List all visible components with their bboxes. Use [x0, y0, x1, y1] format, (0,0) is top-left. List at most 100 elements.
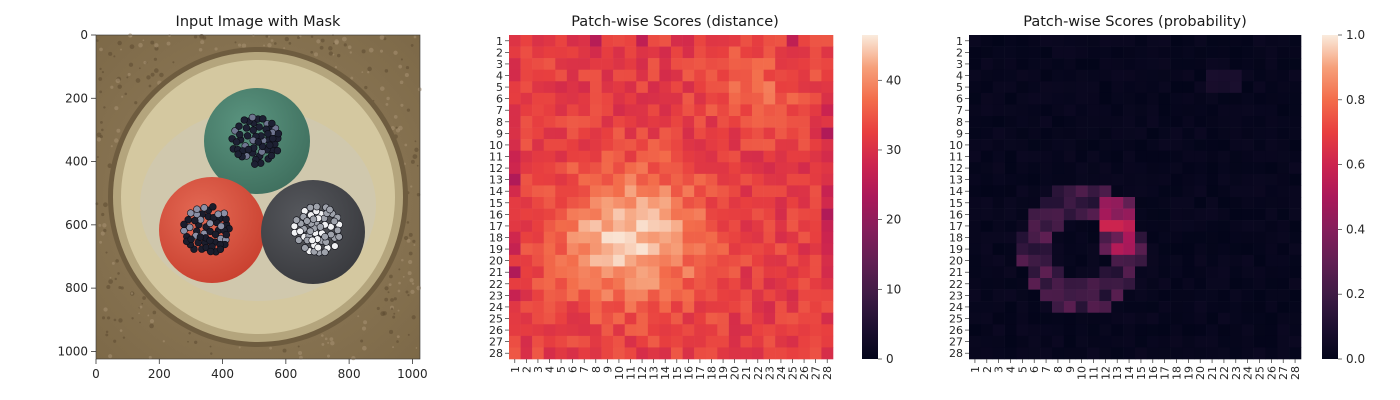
texture-speck [194, 340, 198, 344]
texture-speck [113, 55, 116, 58]
heatmap-cell [821, 173, 834, 186]
heatmap-cell [636, 254, 649, 267]
heatmap-cell [728, 254, 741, 267]
heatmap-cell [1087, 312, 1100, 325]
heatmap-cell [1052, 335, 1065, 348]
texture-speck [396, 335, 400, 339]
heatmap-cell [980, 312, 994, 325]
heatmap-cell [992, 104, 1005, 117]
heatmap-cell [520, 278, 533, 290]
heatmap-cell [1182, 92, 1195, 105]
heatmap-cell [624, 150, 637, 163]
heatmap-cell [786, 347, 799, 360]
col-tick-label: 25 [787, 366, 800, 380]
heatmap-cell [1277, 312, 1290, 325]
heatmap-cell [1229, 254, 1243, 267]
heatmap-cell [613, 312, 626, 325]
heatmap-cell [992, 301, 1005, 314]
heatmap-cell [786, 150, 799, 163]
heatmap-cell [520, 243, 533, 256]
heatmap-cell [613, 347, 626, 360]
heatmap-cell [1206, 35, 1219, 47]
heatmap-cell [636, 162, 649, 175]
heatmap-cell [1123, 289, 1136, 302]
heatmap-cell [1111, 278, 1124, 290]
heatmap-cell [763, 173, 776, 186]
heatmap-cell [590, 92, 602, 105]
heatmap-cell [590, 150, 602, 163]
heatmap-cell [566, 162, 579, 175]
heatmap-cell [590, 254, 602, 267]
heatmap-cell [578, 266, 591, 279]
texture-speck [101, 128, 104, 132]
heatmap-cell [1158, 254, 1171, 267]
colorbar-tick-label: 0 [886, 352, 894, 366]
heatmap-cell [1241, 58, 1254, 71]
heatmap-cell [728, 266, 741, 279]
texture-speck [349, 51, 353, 54]
heatmap-cell [1253, 173, 1266, 186]
heatmap-cell [1265, 81, 1278, 94]
heatmap-cell [671, 58, 683, 71]
heatmap-cell [1016, 266, 1029, 279]
heatmap-cell [636, 335, 649, 348]
heatmap-cell [740, 185, 753, 198]
heatmap-cell [1146, 231, 1160, 244]
strand [211, 230, 220, 239]
heatmap-cell [509, 92, 521, 105]
heatmap-cell [1253, 58, 1266, 71]
heatmap-cell [752, 335, 764, 348]
texture-speck [416, 164, 419, 167]
texture-speck [395, 126, 398, 129]
texture-speck [126, 76, 129, 79]
heatmap-cell [1111, 347, 1124, 360]
heatmap-cell [1158, 162, 1171, 175]
heatmap-cell [682, 231, 695, 244]
heatmap-cell [1004, 335, 1017, 348]
heatmap-cell [613, 46, 626, 59]
heatmap-cell [532, 335, 545, 348]
heatmap-cell [532, 289, 545, 302]
heatmap-cell [1016, 58, 1029, 71]
heatmap-cell [1218, 312, 1231, 325]
heatmap-cell [647, 335, 660, 348]
heatmap-cell [1158, 185, 1171, 198]
heatmap-cell [1087, 35, 1100, 47]
heatmap-cell [786, 35, 799, 47]
heatmap-cell [980, 46, 994, 59]
heatmap-cell [1016, 231, 1029, 244]
heatmap-cell [809, 139, 822, 152]
heatmap-cell [647, 197, 660, 209]
heatmap-cell [555, 92, 568, 105]
heatmap-cell [1146, 208, 1160, 221]
heatmap-cell [590, 347, 602, 360]
heatmap-cell [969, 185, 982, 198]
heatmap-cell [659, 58, 672, 71]
heatmap-cell [566, 220, 579, 233]
heatmap-cell [1087, 139, 1100, 152]
heatmap-cell [1265, 254, 1278, 267]
input-image-panel [95, 33, 422, 361]
heatmap-cell [1218, 69, 1231, 82]
heatmap-cell [1146, 312, 1160, 325]
heatmap-cell [601, 289, 614, 302]
heatmap-cell [1063, 266, 1077, 279]
heatmap-cell [1087, 104, 1100, 117]
heatmap-cell [1052, 139, 1065, 152]
heatmap-cell [775, 254, 788, 267]
heatmap-cell [566, 139, 579, 152]
row-tick-label: 20 [949, 255, 963, 268]
heatmap-cell [1241, 208, 1254, 221]
heatmap-cell [1289, 208, 1302, 221]
strand [333, 226, 342, 235]
texture-speck [329, 337, 334, 341]
heatmap-cell [1241, 243, 1254, 256]
heatmap-cell [1123, 243, 1136, 256]
heatmap-cell [969, 347, 982, 360]
heatmap-cell [1265, 289, 1278, 302]
heatmap-cell [1111, 35, 1124, 47]
heatmap-cell [1289, 231, 1302, 244]
heatmap-cell [1135, 104, 1148, 117]
heatmap-cell [1265, 231, 1278, 244]
heatmap-cell [969, 220, 982, 233]
